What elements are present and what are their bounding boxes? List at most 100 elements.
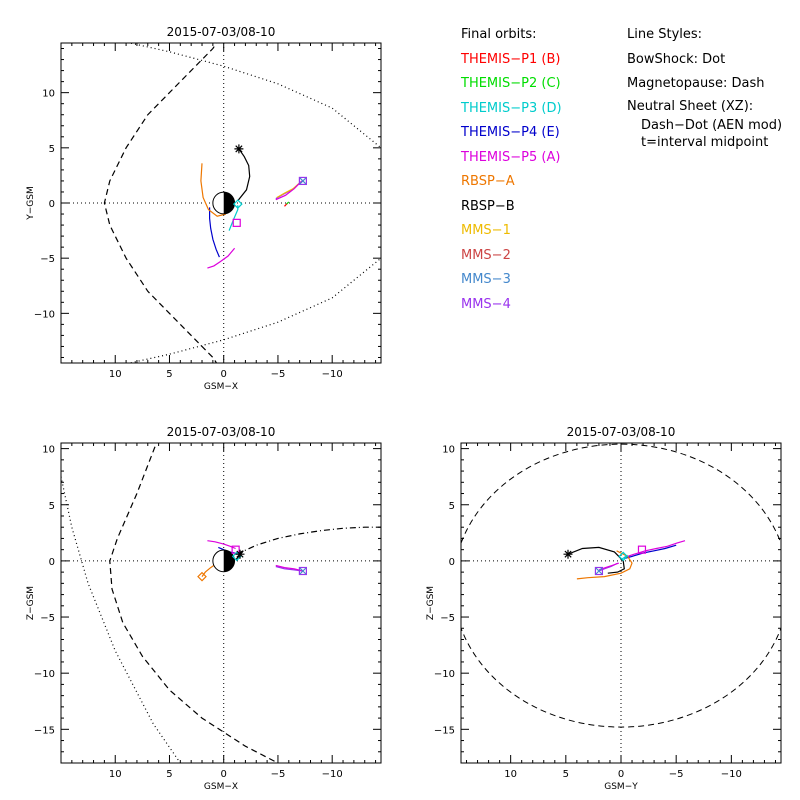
series-themis-p5-a	[207, 247, 236, 269]
style-bowshock: BowShock: Dot	[627, 51, 726, 67]
x-tick-label: 0	[221, 769, 227, 780]
style-neutral-sheet: Neutral Sheet (XZ):	[627, 98, 754, 114]
y-tick-label: 10	[442, 445, 455, 456]
legend-item-rbsp-b: RBSP−B	[461, 198, 515, 214]
series-rbsp-b	[567, 546, 625, 574]
series-magnetopause	[103, 43, 218, 363]
marker-diamond	[618, 551, 629, 562]
series-magnetopause	[461, 443, 781, 728]
style-neutral-sheet-dashdot: Dash−Dot (AEN mod)	[641, 117, 783, 133]
legend-item-themis-p4: THEMIS−P4 (E)	[461, 125, 560, 140]
style-magnetopause: Magnetopause: Dash	[627, 76, 765, 91]
y-tick-label: 5	[49, 144, 55, 155]
y-tick-label: 0	[49, 199, 55, 210]
x-tick-label: −10	[721, 769, 742, 780]
legend-item-mms-3: MMS−3	[461, 272, 511, 287]
marker-square	[298, 566, 307, 576]
series-rbsp-a	[200, 163, 227, 217]
panel-xz: 10 5 0 −5 −10 10 5 0 −5 −10 −15 2015-07-03/08-10 GSM…	[26, 425, 382, 792]
marker-x	[299, 177, 307, 185]
series-mms-1	[276, 181, 302, 199]
line-styles-title: Line Styles:	[627, 27, 703, 42]
y-tick-label: 10	[42, 89, 55, 100]
marker-square	[298, 176, 307, 186]
series-bowshock	[61, 476, 181, 763]
marker-x	[299, 567, 307, 575]
earth-night-side	[223, 192, 235, 214]
marker-star	[235, 549, 245, 559]
y-axis-label: Z−GSM	[26, 586, 36, 620]
plot-frame	[60, 442, 382, 764]
legend-item-themis-p2: THEMIS−P2 (C)	[461, 76, 561, 91]
y-tick-label: −10	[434, 669, 455, 680]
series-themis-p5-a	[624, 540, 686, 559]
x-tick-label: −10	[322, 769, 343, 780]
series-magnetopause	[109, 443, 279, 763]
y-tick-label: −10	[34, 669, 55, 680]
style-interval-midpoint: t=interval midpoint	[641, 134, 769, 150]
x-tick-label: 10	[504, 769, 517, 780]
legend-item-themis-p5: THEMIS−P5 (A)	[461, 149, 561, 165]
x-tick-label: 5	[563, 769, 569, 780]
x-tick-label: −5	[271, 769, 286, 780]
marker-diamond	[232, 199, 243, 209]
x-tick-label: 5	[166, 769, 172, 780]
series-themis-p5-a	[207, 540, 236, 550]
legend-item-mms-1: MMS−1	[461, 223, 511, 238]
line-styles-legend: Line Styles: BowShock: Dot Magnetopause:…	[627, 23, 782, 151]
x-axis-label: GSM−X	[204, 782, 238, 792]
orbits-legend: Final orbits: THEMIS−P1 (B) THEMIS−P2 (C…	[461, 23, 562, 317]
series-bowshock	[127, 43, 381, 363]
y-tick-label: 5	[449, 501, 455, 512]
plot-area	[103, 43, 381, 363]
plot-area	[61, 443, 381, 763]
marker-star	[234, 144, 244, 154]
marker-x	[595, 567, 603, 575]
chart-title: 2015-07-03/08-10	[167, 25, 276, 39]
x-tick-label: −10	[322, 369, 343, 380]
y-tick-label: −5	[40, 613, 55, 624]
chart-title: 2015-07-03/08-10	[567, 425, 676, 439]
series-rbsp-b	[237, 148, 251, 202]
chart-title: 2015-07-03/08-10	[167, 425, 276, 439]
x-tick-label: −5	[669, 769, 684, 780]
legend-item-themis-p3: THEMIS−P3 (D)	[461, 100, 562, 116]
series-themis-p5-a-orbit	[275, 180, 303, 201]
y-tick-label: 10	[42, 445, 55, 456]
legend-item-rbsp-a: RBSP−A	[461, 174, 515, 189]
marker-star	[563, 549, 573, 559]
x-tick-label: 5	[166, 369, 172, 380]
series-neutral-sheet	[236, 526, 381, 555]
y-tick-label: −15	[434, 725, 455, 736]
x-tick-label: 10	[109, 369, 122, 380]
series-rbsp-a	[576, 550, 633, 580]
series-themis-p4-e	[209, 207, 220, 258]
panel-xy: 10 5 0 −5 −10 −10 −5 0 5 10 2015-07-03/08-10 GSM−X Y…	[26, 25, 382, 392]
legend-item-mms-4: MMS−4	[461, 296, 511, 312]
plot-area	[461, 443, 781, 728]
y-axis-label: Y−GSM	[26, 186, 36, 221]
y-tick-label: −10	[34, 309, 55, 320]
y-tick-label: 0	[449, 557, 455, 568]
panel-yz: 10 5 0 −5 −10 10 5 0 −5 −10 −15 2015-07-03/08-10 GSM…	[426, 425, 782, 792]
y-tick-label: −5	[40, 254, 55, 265]
marker-square	[594, 566, 604, 576]
y-axis-label: Z−GSM	[426, 586, 436, 620]
legend-item-themis-p1: THEMIS−P1 (B)	[461, 51, 561, 67]
legend-item-mms-2: MMS−2	[461, 247, 511, 263]
series-themis-p5-a-orbit	[275, 564, 304, 572]
series-themis-p4-e	[624, 544, 677, 560]
marker-square	[637, 545, 647, 554]
marker-diamond	[197, 571, 207, 582]
x-tick-label: 0	[618, 769, 624, 780]
earth-night-side	[223, 550, 235, 572]
y-tick-label: 5	[49, 501, 55, 512]
y-tick-label: −5	[440, 613, 455, 624]
x-axis-label: GSM−X	[204, 382, 238, 392]
x-tick-label: 10	[109, 769, 122, 780]
x-tick-label: −5	[271, 369, 286, 380]
x-axis-label: GSM−Y	[604, 782, 638, 792]
y-tick-label: 0	[49, 557, 55, 568]
x-tick-label: 0	[221, 369, 227, 380]
